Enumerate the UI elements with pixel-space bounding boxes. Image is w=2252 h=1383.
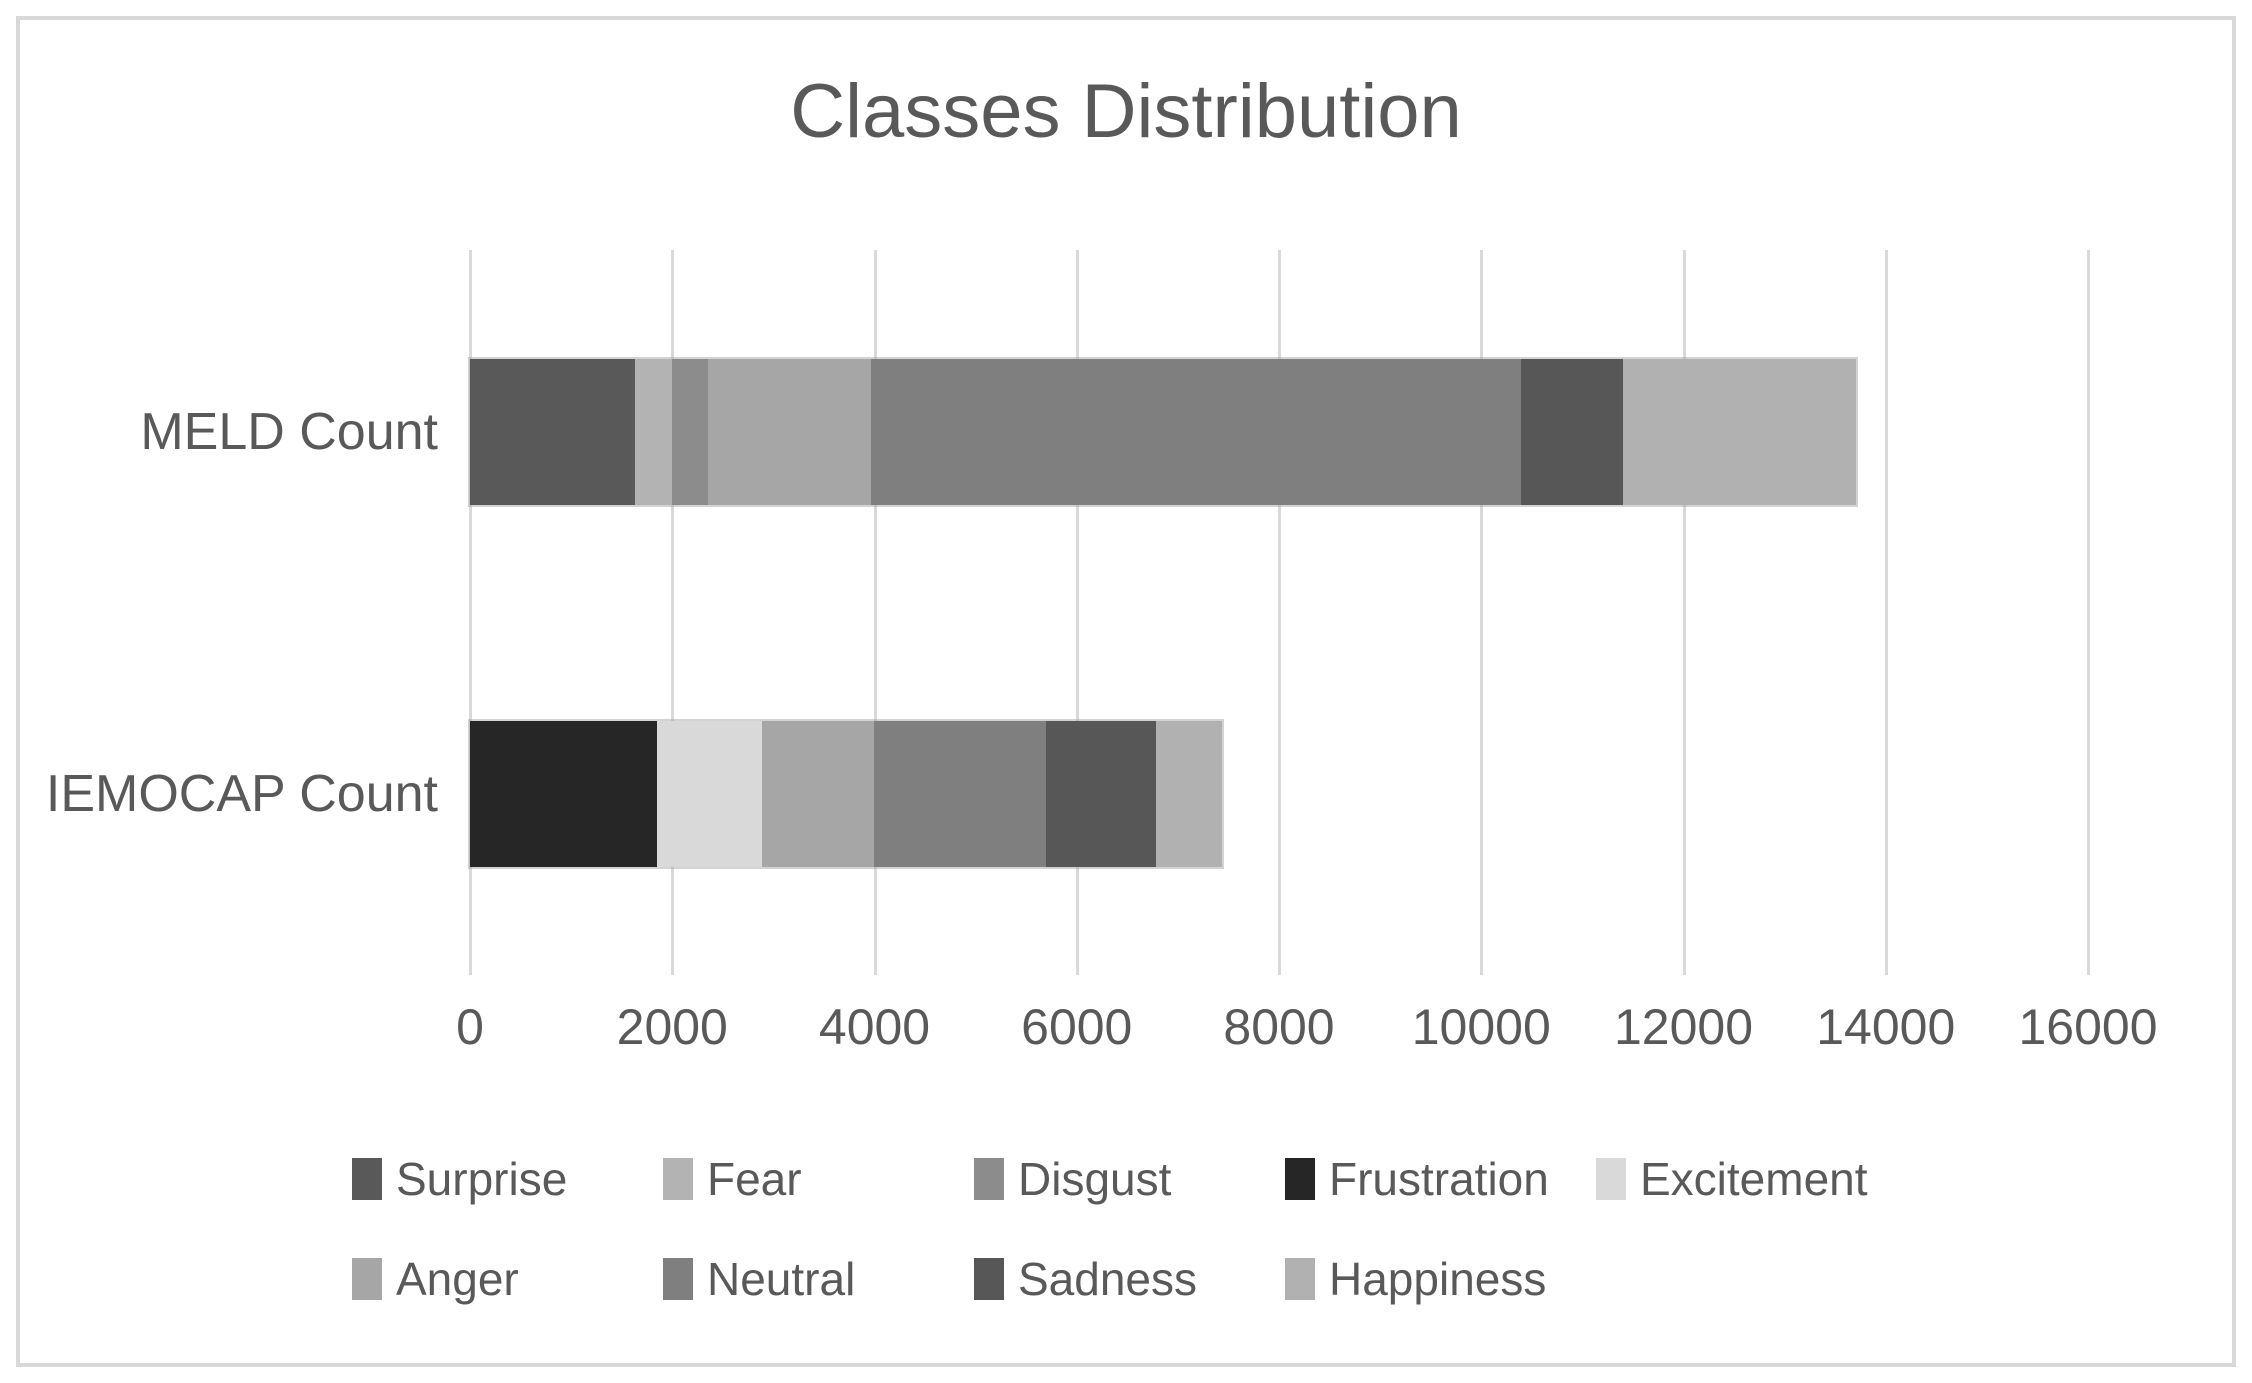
gridline-12000 — [1682, 250, 1686, 975]
stacked-bar — [467, 357, 1859, 507]
legend-swatch-disgust — [974, 1158, 1004, 1200]
legend-row-1: Anger Neutral Sadness Happiness — [352, 1252, 1596, 1306]
legend-swatch-neutral — [663, 1258, 693, 1300]
bar-segment-anger — [708, 359, 871, 505]
x-tick-label-8000: 8000 — [1223, 999, 1335, 1055]
legend-swatch-fear — [663, 1158, 693, 1200]
bar-segment-surprise — [470, 359, 636, 505]
legend-swatch-anger — [352, 1258, 382, 1300]
legend-label: Anger — [396, 1253, 519, 1305]
bar-segment-happiness — [1156, 721, 1222, 867]
legend-item-fear: Fear — [663, 1152, 974, 1206]
legend-swatch-happiness — [1285, 1258, 1315, 1300]
bar-segment-neutral — [870, 359, 1522, 505]
bar-segment-sadness — [1521, 359, 1623, 505]
bar-segment-sadness — [1046, 721, 1157, 867]
x-tick-label-4000: 4000 — [818, 999, 931, 1055]
legend-item-frustration: Frustration — [1285, 1152, 1596, 1206]
gridline-16000 — [2087, 250, 2090, 975]
bar-segment-fear — [635, 359, 672, 505]
category-label-0: MELD Count — [140, 403, 438, 461]
legend-item-neutral: Neutral — [663, 1252, 974, 1306]
bar-segment-frustration — [470, 721, 657, 867]
legend-swatch-frustration — [1285, 1158, 1315, 1200]
legend-label: Excitement — [1640, 1153, 1868, 1205]
legend-label: Sadness — [1018, 1253, 1198, 1305]
legend-row-0: Surprise Fear Disgust Frustration Excitement — [352, 1152, 1907, 1206]
legend-label: Fear — [707, 1153, 802, 1205]
legend-item-disgust: Disgust — [974, 1152, 1285, 1206]
legend-swatch-surprise — [352, 1158, 382, 1200]
stacked-bar — [468, 719, 1224, 869]
legend-item-happiness: Happiness — [1285, 1252, 1596, 1306]
gridline-2000 — [671, 250, 675, 975]
plot-area — [467, 250, 2090, 975]
legend-label: Neutral — [707, 1253, 856, 1305]
legend-swatch-excitement — [1596, 1158, 1626, 1200]
gridline-4000 — [873, 250, 877, 975]
gridline-6000 — [1075, 250, 1079, 975]
legend-label: Frustration — [1329, 1153, 1549, 1205]
category-label-1: IEMOCAP Count — [45, 765, 438, 823]
bar-segment-happiness — [1622, 359, 1857, 505]
legend-item-excitement: Excitement — [1596, 1152, 1907, 1206]
x-tick-label-0: 0 — [456, 999, 484, 1055]
legend-item-surprise: Surprise — [352, 1152, 663, 1206]
legend-swatch-sadness — [974, 1258, 1004, 1300]
legend-label: Surprise — [396, 1153, 568, 1205]
bar-row-0 — [467, 357, 2088, 507]
legend-label: Disgust — [1018, 1153, 1172, 1205]
gridline-0 — [469, 250, 472, 975]
x-tick-label-14000: 14000 — [1816, 999, 1956, 1055]
legend-label: Happiness — [1329, 1253, 1547, 1305]
x-tick-label-6000: 6000 — [1021, 999, 1133, 1055]
bar-segment-neutral — [873, 721, 1047, 867]
gridline-10000 — [1480, 250, 1484, 975]
bar-segment-anger — [762, 721, 874, 867]
chart-frame — [16, 16, 2236, 1367]
x-tick-label-2000: 2000 — [616, 999, 728, 1055]
x-tick-label-16000: 16000 — [2018, 999, 2158, 1055]
x-tick-label-12000: 12000 — [1613, 999, 1754, 1055]
gridline-14000 — [1884, 250, 1888, 975]
x-tick-label-10000: 10000 — [1411, 999, 1551, 1055]
bar-segment-excitement — [656, 721, 763, 867]
legend-item-sadness: Sadness — [974, 1252, 1285, 1306]
gridline-8000 — [1278, 250, 1281, 975]
chart-title: Classes Distribution — [790, 69, 1462, 154]
bar-row-1 — [468, 719, 2088, 869]
bar-segment-disgust — [671, 359, 709, 505]
legend-item-anger: Anger — [352, 1252, 663, 1306]
